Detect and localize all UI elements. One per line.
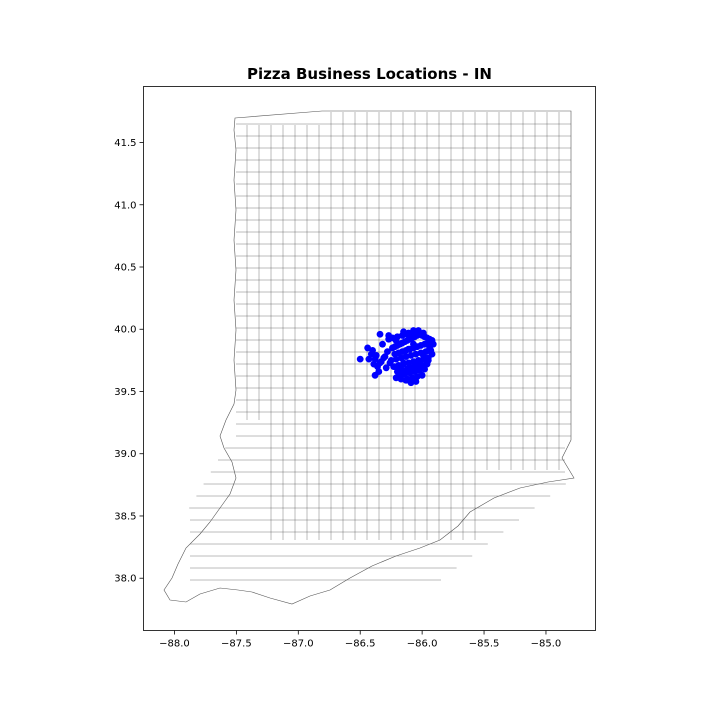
x-tick-label: −87.5 (221, 639, 252, 650)
indiana-township-map (163, 110, 575, 605)
y-tick-label: 40.0 (114, 325, 136, 336)
data-point (419, 351, 427, 359)
axes-frame (143, 86, 596, 631)
x-tick-label: −86.0 (407, 639, 438, 650)
data-point (372, 351, 380, 359)
y-tick-label: 41.0 (114, 200, 136, 211)
data-point (376, 330, 384, 338)
data-point (371, 371, 379, 379)
data-point (392, 337, 400, 344)
data-point (415, 327, 422, 334)
y-tick-label: 38.5 (114, 511, 136, 522)
y-axis: 38.0 38.5 39.0 39.5 40.0 40.5 41.0 41.5 (114, 138, 144, 585)
data-point (382, 364, 390, 372)
x-tick-label: −87.0 (283, 639, 314, 650)
data-point (380, 354, 388, 362)
data-point (405, 345, 412, 353)
y-tick-label: 40.5 (114, 263, 136, 274)
y-tick-label: 38.0 (114, 574, 136, 585)
x-tick-label: −85.5 (469, 639, 500, 650)
data-point (379, 340, 386, 348)
data-point (385, 332, 393, 339)
y-tick-label: 39.5 (114, 387, 136, 398)
data-point (423, 358, 431, 366)
state-outline (163, 110, 575, 605)
y-tick-label: 41.5 (114, 138, 136, 149)
data-point (400, 359, 407, 367)
plot-area-frame (143, 86, 596, 631)
x-tick-label: −85.0 (531, 639, 562, 650)
data-points (356, 327, 437, 387)
data-point (402, 368, 410, 375)
x-tick-label: −86.5 (345, 639, 376, 650)
data-point (418, 371, 426, 379)
data-point (392, 374, 400, 382)
data-point (376, 359, 384, 367)
data-point (429, 340, 437, 348)
data-point (427, 348, 435, 356)
data-point (410, 340, 417, 348)
data-point (412, 378, 420, 385)
data-point (369, 347, 376, 354)
x-axis: −88.0 −87.5 −87.0 −86.5 −86.0 −85.5 −85.0 (159, 630, 562, 650)
chart-title: Pizza Business Locations - IN (247, 65, 492, 83)
data-point (421, 365, 429, 373)
data-point (370, 360, 378, 368)
data-point (386, 359, 394, 367)
data-point (365, 355, 373, 363)
data-point (416, 358, 424, 366)
data-point (356, 355, 364, 363)
x-tick-label: −88.0 (159, 639, 190, 650)
y-tick-label: 39.0 (114, 449, 136, 460)
